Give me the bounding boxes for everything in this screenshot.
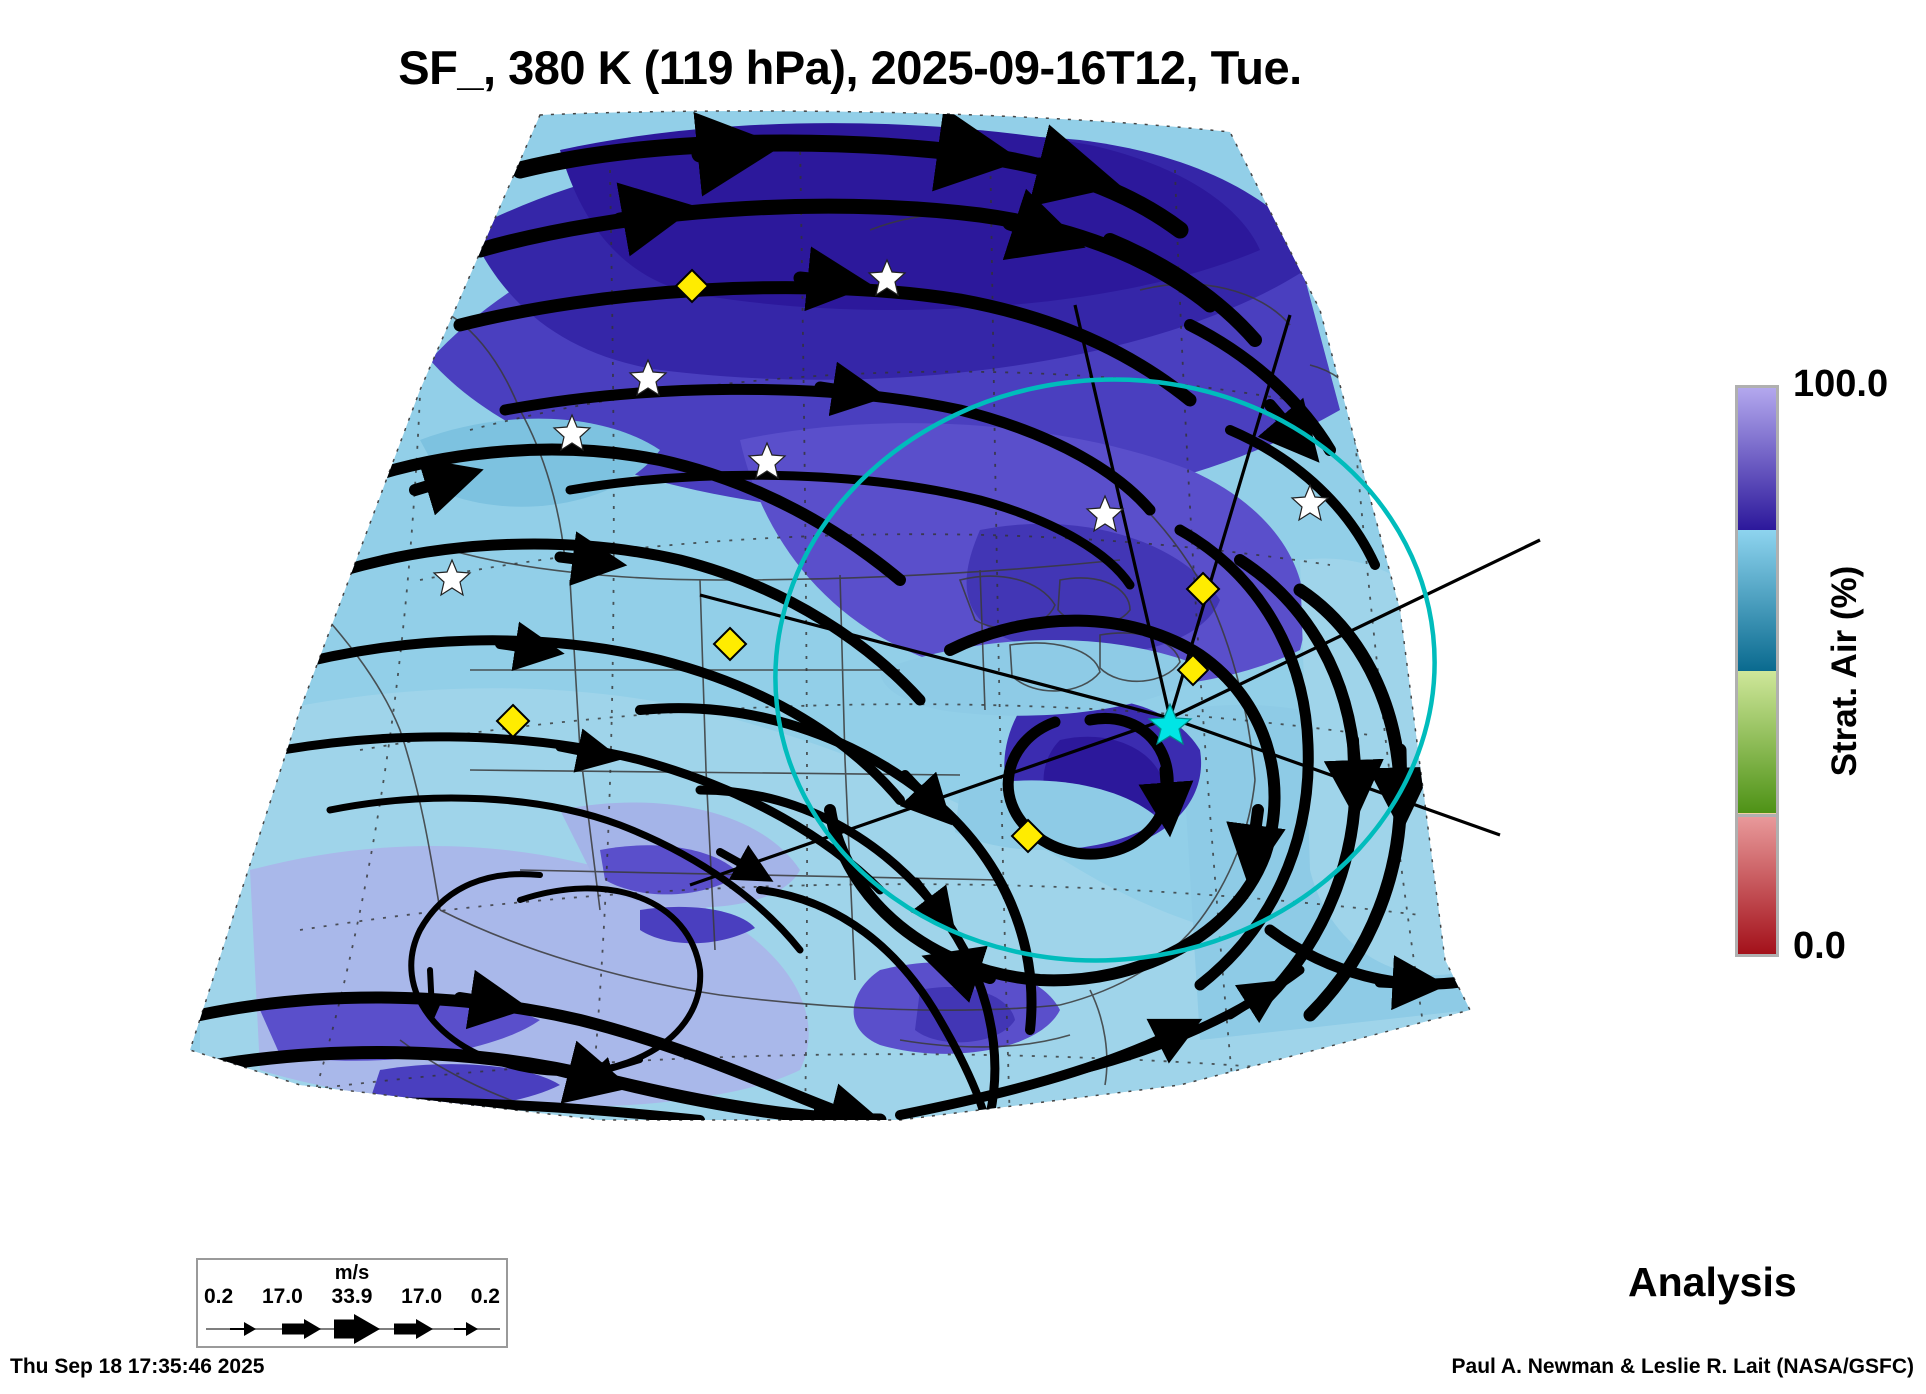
yellow-diamond-marker (674, 268, 710, 304)
wind-legend-value-4: 0.2 (470, 1285, 500, 1308)
wind-legend-values: 0.2 17.0 33.9 17.0 0.2 (204, 1285, 500, 1309)
colorbar[interactable]: 100.0 0.0 Strat. Air (%) (1735, 363, 1925, 967)
range-circle (773, 377, 1437, 963)
yellow-diamond-marker (1176, 653, 1210, 687)
white-star-marker (747, 441, 787, 480)
wind-legend-value-0: 0.2 (204, 1285, 234, 1308)
colorbar-segment-red (1735, 814, 1779, 957)
flight-tracks (689, 304, 1541, 887)
generation-timestamp: Thu Sep 18 17:35:46 2025 (10, 1355, 265, 1378)
map-border (189, 110, 1472, 1121)
author-credit: Paul A. Newman & Leslie R. Lait (NASA/GS… (1451, 1355, 1914, 1378)
cyan-star-marker[interactable] (1147, 702, 1193, 746)
white-star-marker (1290, 483, 1330, 522)
wind-speed-legend: m/s 0.2 17.0 33.9 17.0 0.2 (196, 1258, 508, 1348)
white-star-marker (552, 413, 592, 452)
white-star-marker (867, 258, 907, 297)
page-title: SF_, 380 K (119 hPa), 2025-09-16T12, Tue… (398, 41, 1302, 94)
colorbar-axis-title: Strat. Air (%) (1825, 565, 1864, 777)
wind-legend-units: m/s (334, 1262, 370, 1284)
yellow-diamond-marker (1010, 818, 1046, 854)
colorbar-segment-blue (1738, 529, 1776, 671)
yellow-diamond-marker (712, 626, 748, 662)
analysis-label: Analysis (1628, 1259, 1797, 1305)
yellow-diamond-marker (1185, 571, 1221, 607)
station-markers[interactable] (432, 258, 1330, 854)
map-canvas[interactable] (0, 110, 1700, 1260)
colorbar-min-label: 0.0 (1793, 925, 1846, 967)
colorbar-segment-green (1738, 671, 1776, 813)
wind-legend-value-3: 17.0 (401, 1285, 443, 1308)
yellow-diamond-marker (495, 703, 531, 739)
colorbar-segment-purple (1738, 388, 1776, 530)
wind-legend-value-2: 33.9 (331, 1285, 373, 1308)
wind-legend-arrows (206, 1314, 500, 1344)
wind-legend-value-1: 17.0 (261, 1285, 303, 1308)
white-star-marker (432, 558, 472, 597)
wind-streamlines (190, 110, 1466, 1121)
colorbar-max-label: 100.0 (1793, 363, 1889, 405)
map-plot[interactable] (0, 110, 1700, 1260)
white-star-marker (1085, 494, 1125, 533)
white-star-marker (628, 358, 668, 397)
